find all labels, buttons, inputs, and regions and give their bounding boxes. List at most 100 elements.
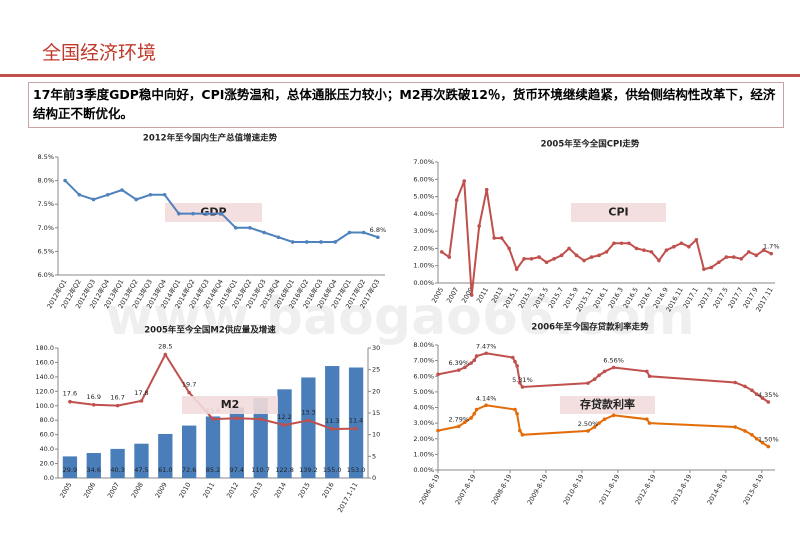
point <box>456 368 461 372</box>
point <box>647 421 652 425</box>
data-label: 1.50% <box>758 436 779 444</box>
y2-tick-label: 25 <box>372 366 380 374</box>
bar <box>277 389 292 478</box>
point <box>592 425 597 429</box>
point <box>552 257 556 261</box>
bar-label: 61.0 <box>158 466 172 474</box>
bar-label: 110.7 <box>251 466 270 474</box>
point <box>766 400 771 404</box>
point <box>456 424 461 429</box>
point <box>484 187 489 192</box>
point <box>754 392 759 397</box>
point <box>290 240 295 244</box>
point <box>702 267 706 271</box>
y-tick-label: 4.00% <box>413 210 434 218</box>
y-tick-label: 7.0% <box>37 224 54 232</box>
point <box>709 265 714 270</box>
x-tick-label: 2014 <box>273 481 288 499</box>
data-label: 6.56% <box>603 357 624 365</box>
point <box>354 426 358 431</box>
y-tick-label: 7.00% <box>413 158 434 166</box>
point <box>492 236 496 240</box>
x-tick-label: 2010 <box>177 481 192 499</box>
chart-title: 2006年至今国存贷款利率走势 <box>531 322 649 333</box>
point <box>518 381 522 385</box>
point <box>105 192 110 197</box>
point <box>582 258 586 263</box>
data-label: 2.50% <box>578 420 599 428</box>
x-tick-label: 2007-8-19 <box>454 473 478 506</box>
point <box>305 240 309 244</box>
point <box>233 226 238 230</box>
annotation: CPI <box>608 206 628 219</box>
point <box>191 211 195 216</box>
point <box>664 248 669 252</box>
point <box>162 192 167 197</box>
point <box>612 241 616 246</box>
y-tick-label: 140.0 <box>35 373 54 381</box>
point <box>248 226 252 230</box>
point <box>447 255 452 259</box>
y-tick-label: 6.0% <box>37 271 54 279</box>
annotation: 存贷款利率 <box>580 397 635 411</box>
line <box>441 180 772 296</box>
point <box>750 388 754 393</box>
x-tick-label: 2014-8-19 <box>706 473 730 506</box>
point <box>739 257 744 261</box>
point <box>717 260 721 265</box>
y2-tick-label: 15 <box>372 409 380 417</box>
point <box>347 230 352 235</box>
point <box>733 425 738 429</box>
x-tick-label: 2015-8-19 <box>742 473 766 506</box>
point <box>619 241 624 246</box>
point <box>754 436 759 441</box>
point <box>439 250 444 254</box>
bar <box>205 416 221 478</box>
point <box>520 433 525 437</box>
point <box>761 248 766 252</box>
point <box>469 293 474 297</box>
point <box>469 361 473 365</box>
data-label: 16.9 <box>87 393 101 401</box>
y-tick-label: 160.0 <box>35 358 54 366</box>
summary: 17年前3季度GDP稳中向好，CPI涨势温和，总体通胀压力较小；M2再次跌破12… <box>28 82 784 128</box>
point <box>319 240 323 244</box>
point <box>529 257 534 261</box>
data-label: 17.6 <box>63 390 77 398</box>
y-tick-label: 0.00% <box>413 279 434 287</box>
point <box>750 433 754 437</box>
point <box>733 380 738 385</box>
point <box>361 230 366 235</box>
point <box>211 417 215 421</box>
point <box>134 197 138 202</box>
bar-label: 72.6 <box>182 466 196 474</box>
y-tick-label: 120.0 <box>35 387 54 395</box>
annotation-box <box>165 203 262 222</box>
point <box>474 407 479 412</box>
point <box>306 418 311 423</box>
point <box>163 352 168 357</box>
data-label: 5.31% <box>512 376 533 384</box>
bar <box>301 377 316 478</box>
x-tick-label: 2009 <box>154 481 169 499</box>
chart-title: 2012年至今国内生产总值增速走势 <box>143 133 278 144</box>
point <box>513 359 517 364</box>
point <box>746 250 751 254</box>
point <box>514 267 519 271</box>
data-label: 13.3 <box>301 408 315 416</box>
x-tick-label: 2011-8-19 <box>598 473 622 506</box>
point <box>611 413 616 418</box>
point <box>68 399 72 404</box>
x-tick-label: 2012-8-19 <box>634 473 658 506</box>
x-tick-label: 2008 <box>130 481 145 499</box>
y-tick-label: 6.5% <box>37 247 54 255</box>
y-tick-label: 7.5% <box>37 200 54 208</box>
data-label: 1.7% <box>763 243 780 251</box>
title-rule <box>0 74 800 77</box>
point <box>766 444 771 449</box>
bar-label: 97.4 <box>230 466 244 474</box>
y-tick-label: 5.00% <box>413 388 434 396</box>
y2-tick-label: 30 <box>372 344 380 352</box>
y-tick-label: 0.0 <box>44 474 54 482</box>
